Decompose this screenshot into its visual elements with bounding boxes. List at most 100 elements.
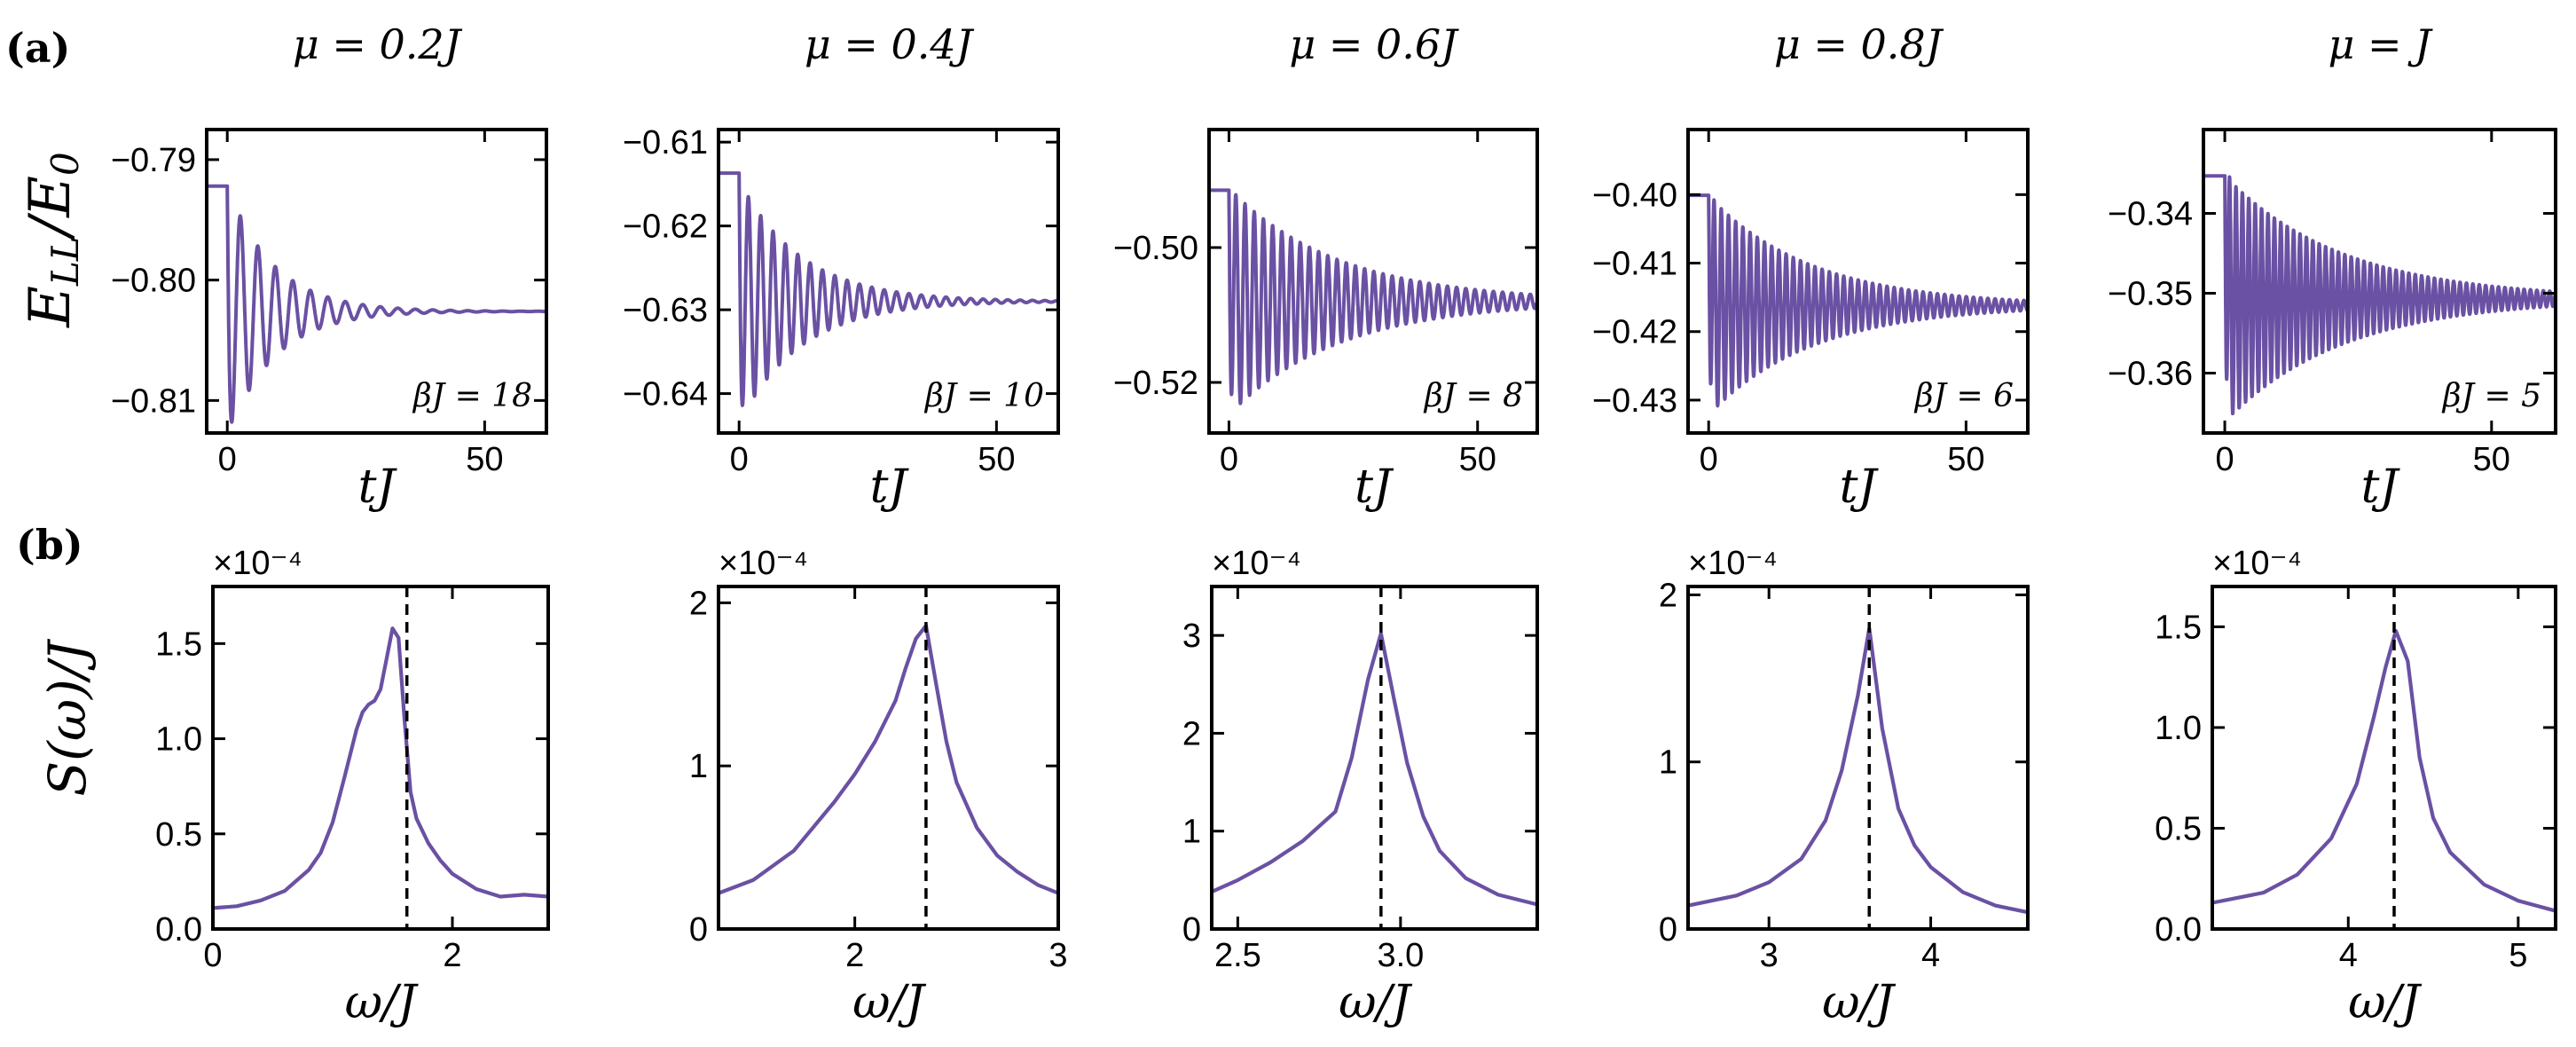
panel-b3: 2.5 3.0 0 1 2 3 ×10⁻⁴ ω/J xyxy=(1182,545,1539,1029)
panel-b1: 0 2 0.0 0.5 1.0 1.5 ×10⁻⁴ ω/J xyxy=(155,545,550,1029)
row-b-label: (b) xyxy=(16,521,83,569)
panel-title: μ = 0.4J xyxy=(805,20,975,68)
x-tick-label: 3 xyxy=(1760,937,1779,974)
panel-a3: 0 50 −0.50 −0.52 μ = 0.6J βJ = 8 tJ xyxy=(1113,20,1539,514)
x-tick-label: 0 xyxy=(1220,441,1238,478)
panel-a4: 0 50 −0.40 −0.41 −0.42 −0.43 μ = 0.8J βJ = 6 tJ xyxy=(1592,20,2030,514)
row-a-label: (a) xyxy=(5,24,70,72)
beta-annotation: βJ = 8 xyxy=(1423,378,1523,414)
y-tick-label: 0 xyxy=(1659,911,1677,949)
y-tick-label: 1.5 xyxy=(155,626,202,663)
x-tick-label: 50 xyxy=(978,441,1015,478)
beta-annotation: βJ = 5 xyxy=(2441,378,2541,414)
panel-b4: 3 4 0 1 2 ×10⁻⁴ ω/J xyxy=(1659,545,2030,1029)
x-tick-label: 4 xyxy=(2339,937,2358,974)
y-tick-label: 2 xyxy=(1659,577,1677,614)
x-tick-label: 50 xyxy=(466,441,503,478)
x-axis-label: tJ xyxy=(1355,461,1394,514)
x-tick-label: 3.0 xyxy=(1377,937,1424,974)
y-tick-label: −0.35 xyxy=(2108,276,2193,313)
y-tick-label: 2 xyxy=(689,585,708,622)
series-line xyxy=(719,624,1058,895)
x-tick-label: 2 xyxy=(845,937,864,974)
y-tick-label: −0.64 xyxy=(623,376,708,413)
series-line xyxy=(1212,631,1537,907)
scale-note: ×10⁻⁴ xyxy=(1688,545,1778,582)
panel-title: μ = J xyxy=(2328,20,2433,68)
x-tick-label: 4 xyxy=(1921,937,1940,974)
y-tick-label: 3 xyxy=(1182,618,1201,655)
y-tick-label: −0.52 xyxy=(1113,365,1198,402)
panel-a2: 0 50 −0.61 −0.62 −0.63 −0.64 μ = 0.4J βJ = 10 tJ xyxy=(623,20,1060,514)
x-axis-label: tJ xyxy=(1840,461,1880,514)
x-axis-label: tJ xyxy=(870,461,910,514)
x-tick-label: 2.5 xyxy=(1214,937,1261,974)
series-line xyxy=(2212,628,2556,913)
x-tick-label: 5 xyxy=(2509,937,2527,974)
beta-annotation: βJ = 10 xyxy=(923,378,1044,414)
y-tick-label: 0.0 xyxy=(155,911,202,949)
y-tick-label: −0.40 xyxy=(1592,177,1677,214)
x-tick-label: 50 xyxy=(1947,441,1984,478)
y-tick-label: −0.80 xyxy=(111,263,196,300)
row-b-ylabel: S(ω)/J xyxy=(37,639,98,797)
axes-frame xyxy=(1210,585,1539,931)
x-axis-label: ω/J xyxy=(1339,976,1413,1029)
series-line xyxy=(2203,174,2556,416)
y-tick-label: −0.34 xyxy=(2108,196,2193,233)
y-tick-label: −0.79 xyxy=(111,142,196,179)
y-tick-label: 0 xyxy=(1182,911,1201,949)
x-tick-label: 0 xyxy=(730,441,749,478)
panel-a1: 0 50 −0.79 −0.80 −0.81 μ = 0.2J βJ = 18 tJ xyxy=(111,20,548,514)
panel-a5: 0 50 −0.34 −0.35 −0.36 μ = J βJ = 5 tJ xyxy=(2108,20,2557,514)
y-tick-label: 0.0 xyxy=(2155,911,2202,949)
x-axis-label: tJ xyxy=(358,461,398,514)
x-axis-label: ω/J xyxy=(2348,976,2423,1029)
axes-frame xyxy=(2202,128,2557,435)
y-tick-label: 1 xyxy=(1182,814,1201,851)
axes-frame xyxy=(211,585,550,931)
panel-b2: 2 3 0 1 2 ×10⁻⁴ ω/J xyxy=(689,545,1068,1029)
y-tick-label: −0.61 xyxy=(623,124,708,161)
scale-note: ×10⁻⁴ xyxy=(1212,545,1301,582)
x-tick-label: 2 xyxy=(443,937,461,974)
x-tick-label: 0 xyxy=(2215,441,2234,478)
axes-frame xyxy=(717,128,1060,435)
beta-annotation: βJ = 6 xyxy=(1913,378,2014,414)
y-tick-label: −0.81 xyxy=(111,382,196,420)
y-tick-label: 0.5 xyxy=(155,816,202,854)
series-line xyxy=(213,626,548,910)
y-tick-label: −0.42 xyxy=(1592,314,1677,351)
series-line xyxy=(1688,193,2028,408)
y-tick-label: 0.5 xyxy=(2155,810,2202,847)
row-a-ylabel: ELL/E0 xyxy=(18,152,87,328)
axes-frame xyxy=(1686,128,2030,435)
y-tick-label: 1.5 xyxy=(2155,609,2202,646)
x-axis-label: ω/J xyxy=(1822,976,1897,1029)
y-tick-label: 1.0 xyxy=(155,721,202,759)
series-line xyxy=(1688,626,2028,915)
series-line xyxy=(207,184,546,424)
y-tick-label: −0.62 xyxy=(623,209,708,246)
axes-frame xyxy=(1207,128,1539,435)
scale-note: ×10⁻⁴ xyxy=(719,545,808,582)
y-tick-label: −0.50 xyxy=(1113,230,1198,267)
y-tick-label: 1.0 xyxy=(2155,710,2202,747)
panel-title: μ = 0.8J xyxy=(1774,20,1944,68)
panel-title: μ = 0.6J xyxy=(1289,20,1459,68)
y-tick-label: −0.63 xyxy=(623,292,708,329)
y-tick-label: 2 xyxy=(1182,715,1201,752)
y-tick-label: 0 xyxy=(689,911,708,949)
x-tick-label: 0 xyxy=(218,441,237,478)
series-line xyxy=(719,171,1058,407)
beta-annotation: βJ = 18 xyxy=(412,378,532,414)
panel-b5: 4 5 0.0 0.5 1.0 1.5 ×10⁻⁴ ω/J xyxy=(2155,545,2557,1029)
y-tick-label: −0.41 xyxy=(1592,246,1677,283)
x-tick-label: 50 xyxy=(1459,441,1496,478)
x-tick-label: 50 xyxy=(2473,441,2510,478)
axes-frame xyxy=(717,585,1060,931)
scale-note: ×10⁻⁴ xyxy=(213,545,302,582)
x-tick-label: 0 xyxy=(203,937,222,974)
y-tick-label: 1 xyxy=(1659,744,1677,782)
